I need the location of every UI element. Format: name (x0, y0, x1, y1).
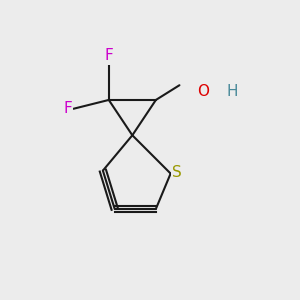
Text: F: F (63, 101, 72, 116)
Text: H: H (226, 84, 238, 99)
Text: F: F (104, 48, 113, 63)
Text: S: S (172, 165, 182, 180)
Text: O: O (197, 84, 209, 99)
